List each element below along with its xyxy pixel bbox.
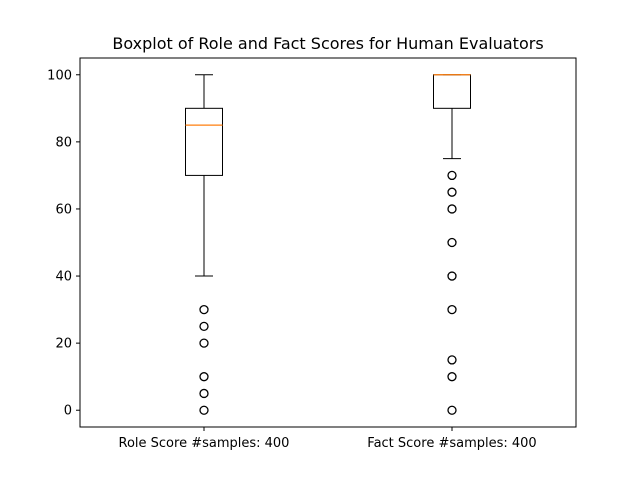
y-tick-label: 0 xyxy=(64,404,72,419)
outlier-point xyxy=(199,304,209,315)
y-tick-label: 40 xyxy=(55,270,72,285)
plot-marks xyxy=(185,74,471,415)
outlier-point xyxy=(447,355,457,365)
y-tick-label: 80 xyxy=(55,135,72,150)
y-tick-label: 60 xyxy=(55,202,72,217)
outlier-point xyxy=(447,237,457,248)
outlier-point xyxy=(447,187,457,197)
iqr-box xyxy=(185,107,223,176)
outlier-point xyxy=(447,372,457,382)
outlier-point xyxy=(447,405,457,415)
y-tick-label: 100 xyxy=(47,68,72,83)
y-axis: 0 20 40 60 80 100 xyxy=(47,68,80,419)
outlier-point xyxy=(199,388,209,399)
y-tick-label: 20 xyxy=(55,337,72,352)
outlier-point xyxy=(447,304,457,315)
outlier-point xyxy=(447,271,457,281)
outlier-point xyxy=(199,338,209,348)
x-tick-label: Role Score #samples: 400 xyxy=(119,436,290,451)
iqr-box xyxy=(433,74,471,109)
outlier-point xyxy=(199,405,209,415)
outlier-point xyxy=(199,321,209,332)
outlier-point xyxy=(199,372,209,382)
outlier-point xyxy=(447,170,457,181)
box-fact-score xyxy=(433,74,471,415)
chart-title: Boxplot of Role and Fact Scores for Huma… xyxy=(112,34,543,53)
outlier-point xyxy=(447,204,457,214)
plot-frame xyxy=(79,57,577,428)
box-role-score xyxy=(185,74,223,415)
x-tick-label: Fact Score #samples: 400 xyxy=(367,436,536,451)
x-axis: Role Score #samples: 400 Fact Score #samp… xyxy=(119,427,537,451)
